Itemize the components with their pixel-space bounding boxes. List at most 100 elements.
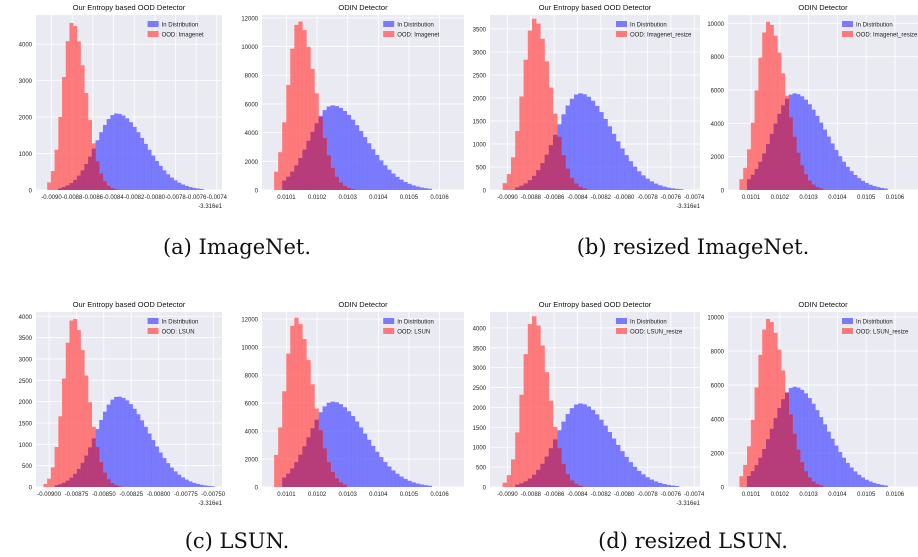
overlap-series <box>58 148 119 190</box>
histogram-bar <box>379 160 384 190</box>
overlap-bar <box>326 462 331 487</box>
overlap-bar <box>796 449 801 487</box>
histogram-bar <box>819 122 824 190</box>
histogram-bar <box>540 38 545 190</box>
histogram-bar <box>548 87 554 190</box>
x-tick-label: -0.0090 <box>497 492 518 498</box>
x-tick-label: -0.0082 <box>124 195 145 201</box>
histogram-bar <box>607 432 612 487</box>
histogram-bar <box>354 125 360 190</box>
histogram-bar <box>653 481 659 487</box>
y-tick-label: 2000 <box>473 96 487 102</box>
overlap-bar <box>286 176 291 190</box>
histogram-bar <box>743 167 748 190</box>
overlap-bar <box>69 477 74 487</box>
histogram-bar <box>834 150 839 190</box>
histogram-bar <box>842 457 846 487</box>
overlap-bar <box>769 133 774 190</box>
histogram-bar <box>125 400 130 487</box>
histogram-bar <box>173 180 178 190</box>
histogram-bar <box>415 186 420 190</box>
histogram-bar <box>807 104 812 190</box>
histogram-bar <box>590 409 596 487</box>
histogram-bar <box>282 122 287 190</box>
overlap-bar <box>804 174 808 190</box>
x-tick-label: -0.0080 <box>614 492 635 498</box>
histogram-bar <box>73 26 78 191</box>
caption-b: (b) resized ImageNet. <box>576 235 810 259</box>
overlap-bar <box>286 473 291 487</box>
y-tick-label: 0 <box>483 486 487 492</box>
histogram-bar <box>334 106 339 190</box>
chart-title: ODIN Detector <box>338 300 388 309</box>
overlap-bar <box>54 485 59 487</box>
histogram-bar <box>864 182 869 190</box>
overlap-bar <box>758 457 763 487</box>
histogram-bar <box>350 416 356 487</box>
overlap-bar <box>110 188 115 190</box>
histogram-bar <box>346 114 352 190</box>
overlap-bar <box>792 433 797 487</box>
histogram-bar <box>750 419 755 487</box>
overlap-bar <box>346 187 352 190</box>
x-tick-label: -0.0080 <box>614 195 635 201</box>
overlap-bar <box>84 455 89 487</box>
histogram-bar <box>371 445 376 487</box>
histogram-bar <box>330 401 335 487</box>
histogram-bar <box>590 100 596 190</box>
histogram-bar <box>371 149 376 190</box>
x-tick-label: -0.0086 <box>544 492 565 498</box>
histogram-bar <box>136 132 141 190</box>
histogram-bar <box>326 402 331 487</box>
overlap-bar <box>99 173 104 190</box>
overlap-bar <box>773 418 778 487</box>
histogram-bar <box>861 477 865 487</box>
histogram-bar <box>811 109 816 190</box>
legend-swatch <box>842 318 853 324</box>
histogram-bar <box>99 419 104 487</box>
overlap-bar <box>314 123 319 190</box>
x-tick-label: 0.0106 <box>886 492 905 498</box>
histogram-bar <box>838 156 843 190</box>
overlap-bar <box>540 463 545 487</box>
overlap-series <box>515 134 587 190</box>
histogram-bar <box>383 165 388 190</box>
histogram-bar <box>367 143 372 190</box>
histogram-bar <box>199 188 204 190</box>
histogram-bar <box>815 115 820 190</box>
x-offset-label: -3.316e1 <box>198 204 222 210</box>
y-tick-label: 10000 <box>241 45 258 51</box>
histogram-bar <box>872 482 877 487</box>
histogram-bar <box>342 407 348 487</box>
overlap-bar <box>811 184 816 190</box>
x-tick-label: -0.0088 <box>521 492 542 498</box>
chart-title: ODIN Detector <box>798 3 848 12</box>
y-tick-label: 10000 <box>241 346 258 352</box>
histogram-bar <box>762 329 767 487</box>
histogram-bar <box>173 471 178 487</box>
histogram-bar <box>872 186 877 190</box>
legend-label: In Distribution <box>397 23 434 29</box>
overlap-series <box>282 117 356 190</box>
overlap-bar <box>574 483 579 487</box>
histogram-bar <box>274 454 279 487</box>
histogram-bar <box>544 61 549 190</box>
histogram-bar <box>769 24 774 190</box>
histogram-bar <box>162 458 167 487</box>
y-tick-label: 1500 <box>473 119 487 125</box>
overlap-bar <box>766 439 770 487</box>
histogram-bar <box>649 181 654 190</box>
histogram-bar <box>395 176 400 190</box>
overlap-bar <box>781 399 786 487</box>
y-tick-label: 10000 <box>707 316 724 322</box>
histogram-bar <box>569 408 575 487</box>
histogram-bar <box>857 178 862 190</box>
overlap-bar <box>294 165 299 190</box>
histogram-bar <box>747 446 751 487</box>
overlap-bar <box>561 155 566 190</box>
histogram-bar <box>502 183 507 190</box>
histogram-bar <box>358 427 364 487</box>
histogram-bar <box>411 185 416 190</box>
y-tick-label: 1000 <box>473 446 487 452</box>
overlap-bar <box>777 408 782 487</box>
